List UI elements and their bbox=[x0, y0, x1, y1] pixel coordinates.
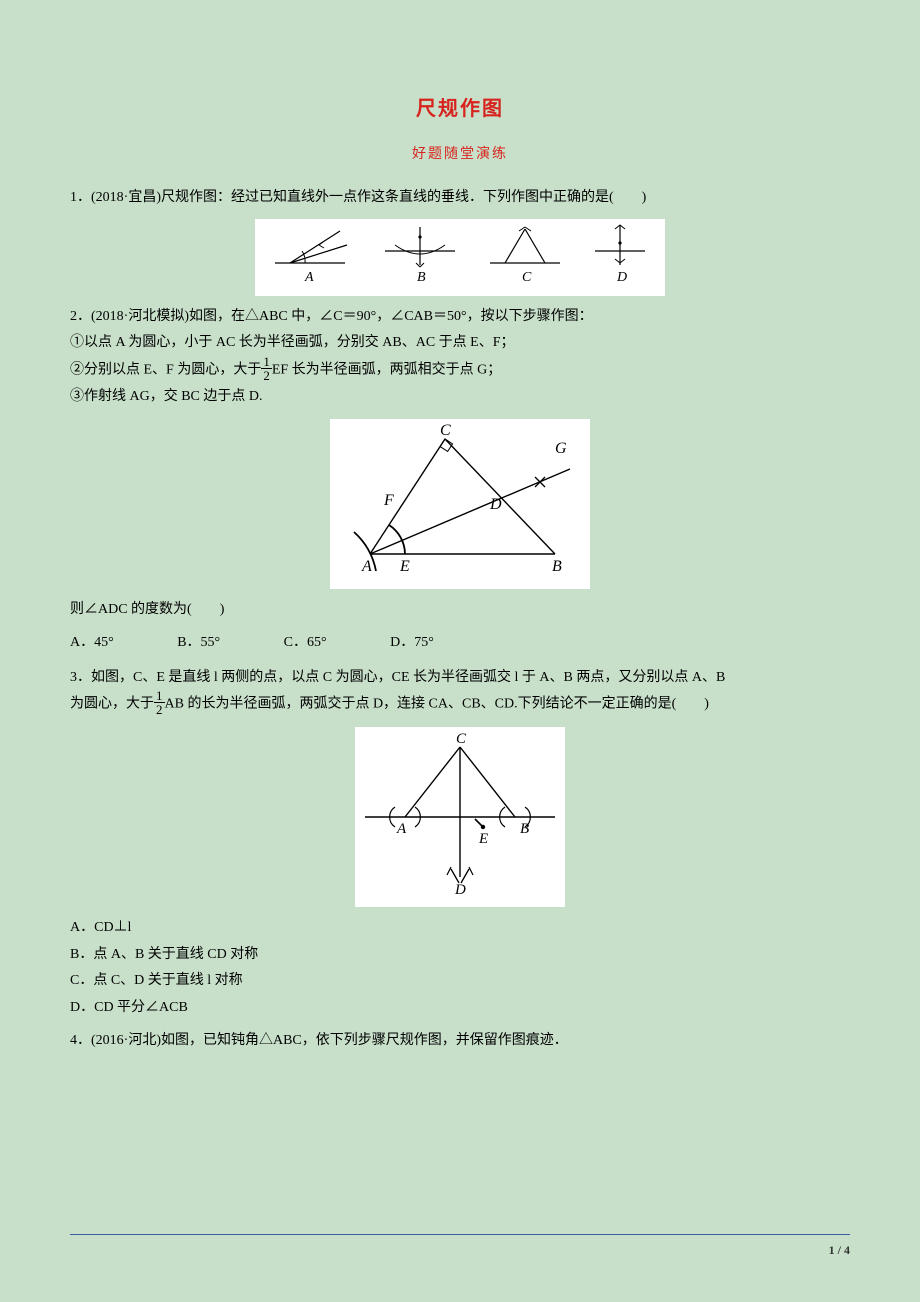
q2-opt-b: B．55° bbox=[177, 630, 220, 657]
doc-title: 尺规作图 bbox=[70, 90, 850, 128]
svg-text:D: D bbox=[489, 496, 502, 513]
svg-text:E: E bbox=[399, 558, 410, 575]
q3-opt-c: C．点 C、D 关于直线 l 对称 bbox=[70, 968, 850, 995]
svg-text:G: G bbox=[555, 440, 567, 457]
page-footer: 1 / 4 bbox=[70, 1234, 850, 1262]
page: 尺规作图 好题随堂演练 1．(2018·宜昌)尺规作图：经过已知直线外一点作这条… bbox=[0, 0, 920, 1302]
question-4: 4．(2016·河北)如图，已知钝角△ABC，依下列步骤尺规作图，并保留作图痕迹… bbox=[70, 1028, 850, 1055]
q1-figure: A B C bbox=[255, 219, 665, 296]
q2-options: A．45° B．55° C．65° D．75° bbox=[70, 630, 850, 657]
q3-opt-d: D．CD 平分∠ACB bbox=[70, 995, 850, 1022]
q2-figure: A E B C F D G bbox=[330, 419, 590, 590]
svg-text:B: B bbox=[520, 821, 529, 837]
svg-text:D: D bbox=[454, 882, 466, 897]
q2-opt-d: D．75° bbox=[390, 630, 434, 657]
q2-opt-a: A．45° bbox=[70, 630, 114, 657]
fraction-half-2: 12 bbox=[154, 689, 165, 716]
q1-figure-wrap: A B C bbox=[70, 219, 850, 296]
q1-opt-c-label: C bbox=[522, 270, 532, 285]
question-3: 3．如图，C、E 是直线 l 两侧的点，以点 C 为圆心，CE 长为半径画弧交 … bbox=[70, 665, 850, 719]
q2-line3: ②分别以点 E、F 为圆心，大于12EF 长为半径画弧，两弧相交于点 G； bbox=[70, 357, 850, 384]
q3-opt-a: A．CD⊥l bbox=[70, 915, 850, 942]
page-number: 1 / 4 bbox=[829, 1243, 850, 1257]
q2-opt-c: C．65° bbox=[284, 630, 327, 657]
q2-line4: ③作射线 AG，交 BC 边于点 D. bbox=[70, 384, 850, 411]
q1-opt-d-label: D bbox=[616, 270, 627, 285]
svg-text:E: E bbox=[478, 831, 488, 847]
svg-text:A: A bbox=[361, 558, 372, 575]
svg-text:C: C bbox=[456, 731, 467, 747]
q1-opt-b-label: B bbox=[417, 270, 426, 285]
q1-opt-a-label: A bbox=[304, 270, 314, 285]
q3-figure-wrap: A B C D E bbox=[70, 727, 850, 908]
svg-text:A: A bbox=[396, 821, 407, 837]
fraction-half: 12 bbox=[261, 355, 272, 382]
question-1: 1．(2018·宜昌)尺规作图：经过已知直线外一点作这条直线的垂线．下列作图中正… bbox=[70, 185, 850, 212]
doc-subtitle: 好题随堂演练 bbox=[70, 142, 850, 169]
q3-opt-b: B．点 A、B 关于直线 CD 对称 bbox=[70, 942, 850, 969]
q1-text: 1．(2018·宜昌)尺规作图：经过已知直线外一点作这条直线的垂线．下列作图中正… bbox=[70, 190, 646, 205]
svg-text:C: C bbox=[440, 422, 451, 439]
q4-text: 4．(2016·河北)如图，已知钝角△ABC，依下列步骤尺规作图，并保留作图痕迹… bbox=[70, 1033, 568, 1048]
q2-line2: ①以点 A 为圆心，小于 AC 长为半径画弧，分别交 AB、AC 于点 E、F； bbox=[70, 330, 850, 357]
q3-line1: 3．如图，C、E 是直线 l 两侧的点，以点 C 为圆心，CE 长为半径画弧交 … bbox=[70, 665, 850, 692]
question-2: 2．(2018·河北模拟)如图，在△ABC 中，∠C＝90°，∠CAB＝50°，… bbox=[70, 304, 850, 411]
svg-text:B: B bbox=[552, 558, 562, 575]
q2-figure-wrap: A E B C F D G bbox=[70, 419, 850, 590]
q3-figure: A B C D E bbox=[355, 727, 565, 908]
svg-text:F: F bbox=[383, 492, 394, 509]
q2-query: 则∠ADC 的度数为( ) bbox=[70, 597, 850, 624]
q3-line2: 为圆心，大于12AB 的长为半径画弧，两弧交于点 D，连接 CA、CB、CD.下… bbox=[70, 691, 850, 718]
q2-line1: 2．(2018·河北模拟)如图，在△ABC 中，∠C＝90°，∠CAB＝50°，… bbox=[70, 304, 850, 331]
